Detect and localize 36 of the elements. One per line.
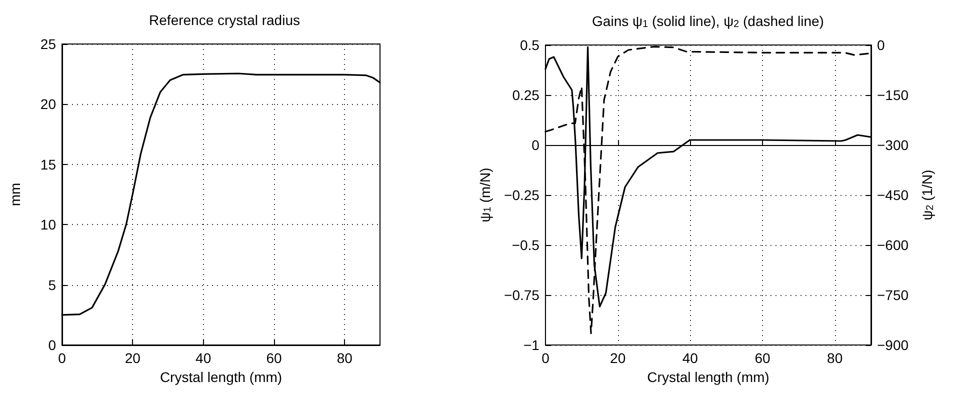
x-tick-label: 40: [682, 350, 698, 366]
x-axis-title: Crystal length (mm): [647, 368, 770, 385]
x-tick-label: 20: [610, 350, 626, 366]
x-tick-label: 0: [542, 350, 550, 366]
y-tick-label: 15: [40, 156, 56, 172]
y-tick-label: −1: [524, 337, 540, 353]
y-tick-label: 0.25: [512, 87, 540, 103]
y-tick-label: −0.5: [512, 237, 540, 253]
x-tick-label: 80: [336, 350, 353, 366]
y2-tick-label: −450: [877, 187, 909, 203]
y2-tick-label: −750: [877, 287, 909, 303]
x-axis-title: Crystal length (mm): [160, 368, 282, 385]
y2-tick-label: −300: [877, 137, 909, 153]
y2-tick-label: −150: [877, 87, 909, 103]
y-tick-label: 25: [40, 36, 56, 52]
y-tick-label: 5: [48, 276, 56, 293]
y-tick-label: 0.5: [520, 37, 540, 53]
x-tick-label: 40: [196, 350, 212, 366]
x-tick-label: 60: [266, 350, 282, 366]
x-tick-label: 60: [754, 350, 770, 366]
y-tick-label: −0.75: [504, 287, 540, 303]
y2-tick-label: 0: [877, 37, 885, 53]
y2-axis-title: ψ2 (1/N): [919, 170, 936, 220]
y-tick-label: 20: [40, 96, 56, 112]
x-tick-label: 0: [58, 350, 66, 366]
y2-tick-label: −900: [877, 337, 909, 353]
y-tick-label: 0: [48, 337, 56, 353]
y-axis-title: mm: [7, 182, 23, 206]
x-tick-label: 80: [827, 350, 843, 366]
chart-title: Reference crystal radius: [149, 12, 300, 28]
y-tick-label: 0: [532, 137, 540, 153]
x-tick-label: 20: [124, 350, 141, 366]
y-axis-title: ψ1 (m/N): [477, 168, 494, 222]
y2-tick-label: −600: [877, 237, 909, 253]
y-tick-label: −0.25: [504, 187, 540, 203]
y-tick-label: 10: [40, 216, 56, 233]
